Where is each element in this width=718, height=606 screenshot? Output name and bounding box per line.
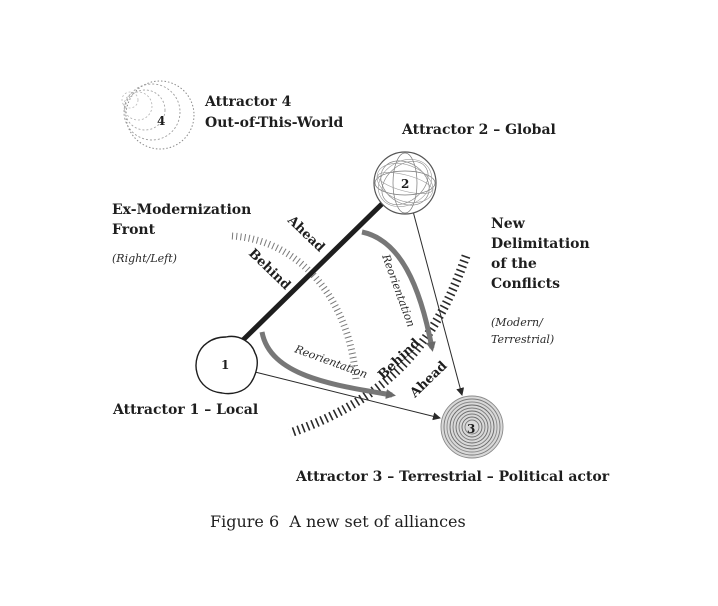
attractor-3-node: 3 [440, 395, 504, 459]
new-delimitation-note-line2: Terrestrial) [491, 333, 554, 346]
local-global-axis [241, 194, 392, 342]
attractor-4-label-line2: Out-of-This-World [205, 115, 343, 131]
ahead-label-bottom: Ahead [407, 359, 451, 402]
attractor-3-number: 3 [467, 422, 475, 436]
ahead-label-top: Ahead [284, 212, 328, 255]
attractor-4-node: 4 [121, 80, 195, 150]
reorientation-arrow-from-global [361, 229, 436, 352]
reorientation-arrow-from-local [259, 331, 396, 399]
local-to-terrestrial-arrow [254, 371, 441, 421]
new-delimitation-note-line1: (Modern/ [491, 316, 544, 329]
global-to-terrestrial-arrow [409, 199, 465, 396]
attractor-4-number: 4 [157, 114, 165, 128]
reorientation-label-right: Reorientation [379, 252, 418, 329]
new-delimitation-label-line2: Delimitation [491, 236, 590, 252]
ex-modernization-note: (Right/Left) [112, 252, 177, 265]
attractor-1-label: Attractor 1 – Local [112, 402, 258, 418]
ex-modernization-label-line2: Front [112, 222, 156, 238]
attractor-2-node: 2 [373, 151, 437, 215]
figure-caption: Figure 6 A new set of alliances [210, 512, 466, 531]
attractor-1-number: 1 [221, 358, 229, 372]
attractor-3-label: Attractor 3 – Terrestrial – Political ac… [295, 469, 610, 485]
new-delimitation-label-line3: of the [491, 256, 537, 272]
new-delimitation-label-line4: Conflicts [491, 276, 560, 292]
ex-modernization-label-line1: Ex-Modernization [112, 202, 251, 218]
behind-label-bottom: Behind [375, 336, 423, 383]
attractor-1-node: 1 [195, 335, 258, 395]
new-delimitation-front-curve [288, 254, 471, 438]
attractor-4-label-line1: Attractor 4 [204, 94, 292, 110]
attractor-2-number: 2 [401, 177, 409, 191]
attractor-2-label: Attractor 2 – Global [401, 122, 556, 138]
behind-label-left: Behind [245, 246, 293, 293]
new-delimitation-label-line1: New [491, 216, 526, 232]
